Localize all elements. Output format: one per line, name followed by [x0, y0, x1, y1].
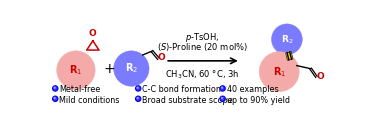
Circle shape: [53, 97, 56, 99]
Circle shape: [136, 86, 139, 89]
Text: O: O: [158, 53, 165, 62]
Text: 40 examples: 40 examples: [227, 85, 278, 94]
Circle shape: [135, 96, 141, 102]
Circle shape: [57, 51, 95, 89]
Circle shape: [53, 86, 58, 91]
Text: O: O: [89, 29, 97, 38]
Text: Mild conditions: Mild conditions: [59, 96, 120, 105]
Text: ($S$)-Proline (20 mol%): ($S$)-Proline (20 mol%): [157, 41, 248, 53]
Circle shape: [271, 24, 302, 55]
Circle shape: [135, 86, 141, 91]
Circle shape: [53, 96, 58, 102]
Circle shape: [259, 52, 299, 92]
Text: $p$-TsOH,: $p$-TsOH,: [185, 31, 220, 44]
Circle shape: [220, 86, 225, 91]
Text: O: O: [316, 72, 324, 81]
Circle shape: [114, 51, 149, 86]
Text: R$_2$: R$_2$: [125, 62, 138, 75]
Circle shape: [220, 96, 225, 102]
Circle shape: [221, 86, 223, 89]
Text: CH$_3$CN, 60 °C, 3h: CH$_3$CN, 60 °C, 3h: [165, 68, 239, 81]
Text: Broad substrate scope: Broad substrate scope: [142, 96, 233, 105]
Text: R$_1$: R$_1$: [69, 63, 82, 77]
Text: C-C bond formation: C-C bond formation: [142, 85, 221, 94]
Circle shape: [221, 97, 223, 99]
Circle shape: [53, 86, 56, 89]
Text: up to 90% yield: up to 90% yield: [227, 96, 290, 105]
Text: Metal-free: Metal-free: [59, 85, 101, 94]
Text: +: +: [104, 61, 116, 76]
Circle shape: [136, 97, 139, 99]
Text: R$_2$: R$_2$: [281, 33, 293, 46]
Bar: [286, 52, 293, 60]
Text: R$_1$: R$_1$: [273, 65, 286, 79]
